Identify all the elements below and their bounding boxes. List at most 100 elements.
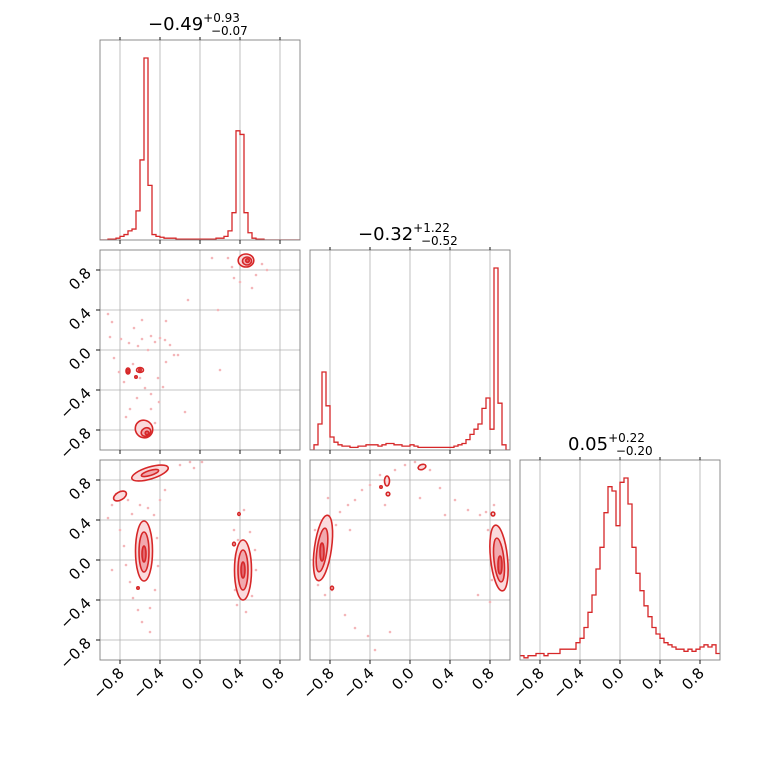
contour-level bbox=[329, 585, 335, 591]
title-lower: −0.07 bbox=[211, 24, 248, 38]
sample-point bbox=[343, 613, 347, 617]
histogram-p1 bbox=[310, 267, 510, 450]
sample-point bbox=[368, 483, 372, 487]
contour-level bbox=[144, 430, 150, 436]
sample-point bbox=[131, 362, 135, 366]
contour-level bbox=[490, 511, 496, 517]
x-tick-label: 0.0 bbox=[388, 664, 418, 694]
contour-level bbox=[112, 490, 128, 502]
sample-point bbox=[338, 510, 342, 514]
sample-point bbox=[360, 488, 364, 492]
sample-point bbox=[178, 463, 182, 467]
sample-point bbox=[124, 415, 128, 419]
sample-point bbox=[192, 466, 196, 470]
sample-point bbox=[253, 548, 257, 552]
sample-point bbox=[117, 370, 121, 374]
x-tick-label: −0.4 bbox=[549, 664, 587, 702]
sample-point bbox=[132, 326, 136, 330]
panel-0-0: −0.49+0.93 −0.07 bbox=[99, 11, 301, 244]
sample-point bbox=[242, 508, 246, 512]
sample-point bbox=[164, 360, 168, 364]
sample-point bbox=[188, 460, 192, 464]
sample-point bbox=[226, 256, 230, 260]
sample-point bbox=[163, 338, 167, 342]
sample-point bbox=[418, 496, 422, 500]
x-tick-label: 0.8 bbox=[258, 664, 288, 694]
sample-point bbox=[260, 262, 264, 266]
panel-1-0 bbox=[96, 249, 301, 454]
x-tick-label: −0.8 bbox=[509, 664, 547, 702]
contour-level bbox=[141, 545, 147, 563]
sample-point bbox=[186, 298, 190, 302]
sample-point bbox=[353, 626, 357, 630]
sample-point bbox=[484, 510, 488, 514]
x-tick-label: 0.4 bbox=[638, 664, 668, 694]
sample-point bbox=[122, 380, 126, 384]
contour-level bbox=[136, 585, 141, 590]
sample-point bbox=[112, 356, 116, 360]
sample-point bbox=[172, 353, 176, 357]
sample-point bbox=[466, 508, 470, 512]
y-tick-label: 0.4 bbox=[65, 304, 95, 334]
panel-2-1 bbox=[309, 459, 511, 664]
sample-point bbox=[313, 528, 317, 532]
panel-1-1: −0.32+1.22 −0.52 bbox=[309, 221, 511, 454]
sample-point bbox=[348, 528, 352, 532]
sample-point bbox=[250, 594, 254, 598]
title-upper: +0.22 bbox=[608, 431, 645, 445]
contour-level bbox=[138, 367, 143, 372]
sample-point bbox=[149, 334, 153, 338]
contour-level bbox=[140, 468, 160, 478]
sample-point bbox=[152, 513, 156, 517]
x-tick-label: −0.4 bbox=[129, 664, 167, 702]
sample-point bbox=[346, 503, 350, 507]
sample-point bbox=[438, 486, 442, 490]
panel-title-1: −0.32+1.22 −0.52 bbox=[358, 221, 458, 248]
sample-point bbox=[183, 410, 187, 414]
sample-point bbox=[453, 498, 457, 502]
sample-point bbox=[323, 593, 327, 597]
sample-point bbox=[232, 276, 236, 280]
sample-point bbox=[326, 496, 330, 500]
title-lower: −0.20 bbox=[616, 444, 653, 458]
x-tick-label: 0.8 bbox=[678, 664, 708, 694]
y-tick-label: 0.8 bbox=[65, 474, 95, 504]
sample-point bbox=[413, 460, 417, 464]
sample-point bbox=[176, 353, 180, 357]
sample-point bbox=[353, 498, 357, 502]
sample-point bbox=[428, 468, 432, 472]
contour-level bbox=[237, 511, 242, 517]
sample-point bbox=[157, 400, 161, 404]
sample-point bbox=[233, 588, 237, 592]
sample-point bbox=[135, 396, 139, 400]
sample-point bbox=[490, 578, 494, 582]
contour-level bbox=[319, 542, 325, 562]
sample-point bbox=[200, 460, 204, 464]
sample-point bbox=[316, 583, 320, 587]
y-tick-label: 0.4 bbox=[65, 514, 95, 544]
sample-point bbox=[124, 563, 128, 567]
sample-point bbox=[158, 336, 162, 340]
sample-point bbox=[155, 536, 159, 540]
sample-point bbox=[148, 630, 152, 634]
sample-point bbox=[238, 280, 242, 284]
y-tick-label: 0.0 bbox=[65, 344, 95, 374]
sample-point bbox=[138, 503, 142, 507]
sample-point bbox=[149, 407, 153, 411]
contour-level bbox=[240, 561, 246, 579]
sample-point bbox=[153, 588, 157, 592]
sample-point bbox=[373, 648, 377, 652]
histogram-p2 bbox=[520, 477, 720, 659]
x-tick-label: −0.4 bbox=[339, 664, 377, 702]
sample-point bbox=[122, 544, 126, 548]
sample-point bbox=[218, 368, 222, 372]
sample-point bbox=[110, 503, 114, 507]
sample-point bbox=[140, 620, 144, 624]
sample-point bbox=[110, 320, 114, 324]
sample-point bbox=[235, 603, 239, 607]
x-tick-label: −0.8 bbox=[299, 664, 337, 702]
sample-point bbox=[130, 512, 134, 516]
sample-point bbox=[127, 341, 131, 345]
panel-2-2: 0.05+0.22 −0.20 bbox=[519, 431, 721, 664]
